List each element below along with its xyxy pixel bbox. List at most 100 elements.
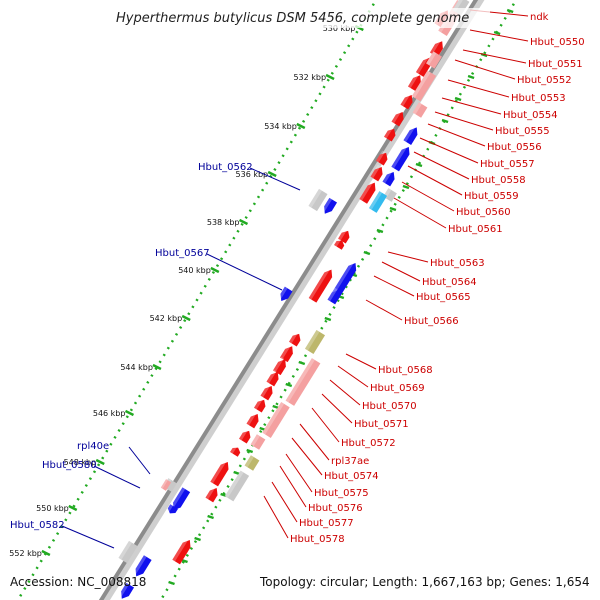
tick-mark xyxy=(68,504,78,512)
leader-line xyxy=(329,379,361,406)
reverse-cds xyxy=(359,180,376,204)
leader-line xyxy=(469,29,529,42)
reverse-cds xyxy=(254,397,266,413)
forward-cds xyxy=(169,487,191,511)
topology-text: Topology: circular; Length: 1,667,163 bp… xyxy=(259,575,590,589)
reverse-match-tile xyxy=(285,358,321,406)
gene-label: Hbut_0567 xyxy=(155,248,210,259)
forward-cds xyxy=(117,582,135,599)
kbp-tick-label: 538 kbp xyxy=(207,218,240,227)
leader-line xyxy=(291,437,323,476)
reverse-cds xyxy=(370,164,383,182)
forward-cds xyxy=(277,286,293,301)
gene-label: Hbut_0570 xyxy=(362,401,417,412)
tick-mark xyxy=(41,549,51,557)
leader-line xyxy=(337,365,369,388)
kbp-tick-label: 542 kbp xyxy=(150,314,183,323)
outer-tick xyxy=(207,514,215,520)
reverse-cds xyxy=(279,343,293,363)
gene-label: Hbut_0575 xyxy=(314,488,369,499)
leader-line xyxy=(447,79,510,98)
leader-line xyxy=(285,453,313,493)
grey-match-tile xyxy=(118,540,138,564)
outer-tick xyxy=(389,206,397,212)
olive-match-tile xyxy=(244,455,260,471)
gene-label: Hbut_0555 xyxy=(495,126,550,137)
tick-mark xyxy=(95,458,105,466)
reverse-match-tile xyxy=(412,102,428,118)
reverse-cds xyxy=(230,445,241,457)
tick-mark xyxy=(181,314,191,322)
outer-tick xyxy=(233,470,241,476)
outer-tick xyxy=(363,250,371,256)
gene-label: Hbut_0553 xyxy=(511,93,566,104)
reverse-cds xyxy=(376,150,388,166)
blue-cds xyxy=(330,260,357,300)
outer-tick xyxy=(441,118,449,124)
reverse-cds xyxy=(400,92,413,110)
gene-label: Hbut_0552 xyxy=(517,75,572,86)
gene-label: Hbut_0551 xyxy=(528,59,583,70)
gene-label: Hbut_0560 xyxy=(456,207,511,218)
reverse-cds xyxy=(334,238,345,250)
gene-label: Hbut_0559 xyxy=(464,191,519,202)
leader-line xyxy=(407,165,463,196)
reverse-cds xyxy=(272,356,286,376)
gene-label: Hbut_0568 xyxy=(378,365,433,376)
reverse-cds xyxy=(384,126,396,142)
blue-cds xyxy=(391,144,410,172)
outer-tick xyxy=(493,30,501,36)
gene-label: Hbut_0563 xyxy=(430,258,485,269)
outer-tick xyxy=(246,448,254,454)
kbp-tick-label: 546 kbp xyxy=(93,409,126,418)
gene-label: Hbut_0577 xyxy=(299,518,354,529)
leader-line xyxy=(206,253,283,291)
leader-line xyxy=(263,495,289,539)
leader-line xyxy=(419,137,479,164)
reverse-cds xyxy=(246,411,259,429)
leader-line xyxy=(454,59,516,80)
blue-cds xyxy=(327,287,340,305)
outer-tick xyxy=(467,74,475,80)
tick-mark xyxy=(238,218,249,226)
gene-label: Hbut_0576 xyxy=(308,503,363,514)
gene-label: rpl37ae xyxy=(331,456,369,467)
outer-tick xyxy=(181,558,188,564)
reverse-cds xyxy=(172,537,191,565)
gene-label: Hbut_0578 xyxy=(290,534,345,545)
outer-tick xyxy=(194,536,201,542)
forward-cds xyxy=(132,555,152,577)
map-title: Hyperthermus butylicus DSM 5456, complet… xyxy=(116,11,469,26)
leader-line xyxy=(373,275,415,297)
reverse-cds xyxy=(308,267,333,303)
outer-ring xyxy=(159,0,518,600)
kbp-tick-label: 530 kbp xyxy=(323,24,356,33)
gene-label: Hbut_0556 xyxy=(487,142,542,153)
leader-line xyxy=(462,49,527,64)
gene-label: Hbut_0571 xyxy=(354,419,409,430)
reverse-match-tile xyxy=(426,51,442,69)
blue-cds xyxy=(403,124,418,146)
leader-line xyxy=(381,261,421,282)
gene-label: Hbut_0562 xyxy=(198,162,253,173)
inner-ring xyxy=(16,0,378,600)
reverse-match-tile xyxy=(262,402,290,438)
tick-mark xyxy=(210,266,220,274)
small-pink-tile xyxy=(160,479,172,491)
reverse-cds xyxy=(266,369,279,387)
gene-label: Hbut_0565 xyxy=(416,292,471,303)
forward-cds xyxy=(166,504,178,514)
leader-line xyxy=(365,299,403,321)
title-backdrop xyxy=(110,8,490,28)
accession-text: Accession: NC_008818 xyxy=(10,575,146,589)
gene-label: ndk xyxy=(530,12,549,23)
leader-line xyxy=(427,123,486,147)
tick-mark xyxy=(124,409,135,417)
reverse-cds xyxy=(289,331,301,347)
gene-label: Hbut_0569 xyxy=(370,383,425,394)
gene-label: Hbut_0554 xyxy=(503,110,558,121)
gene-label: Hbut_0566 xyxy=(404,316,459,327)
gene-label: Hbut_0572 xyxy=(341,438,396,449)
leader-line xyxy=(401,181,455,212)
